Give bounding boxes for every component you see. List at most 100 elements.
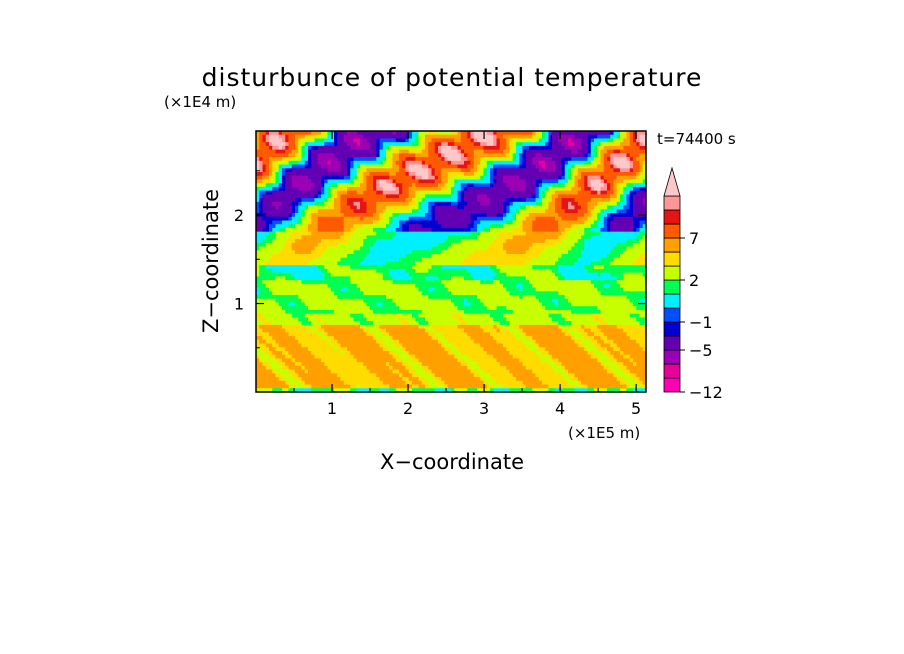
heatmap-cell	[629, 179, 634, 184]
heatmap-cell	[421, 227, 426, 233]
heatmap-cell	[620, 235, 624, 240]
heatmap-cell	[363, 134, 367, 139]
heatmap-cell	[480, 209, 484, 214]
heatmap-cell	[493, 224, 497, 229]
heatmap-cell	[421, 209, 426, 214]
heatmap-cell	[324, 246, 328, 251]
heatmap-cell	[561, 179, 566, 184]
heatmap-cell	[470, 268, 475, 274]
heatmap-cell	[499, 190, 504, 195]
heatmap-cell	[382, 254, 387, 259]
heatmap-cell	[356, 235, 361, 240]
heatmap-cell	[561, 172, 566, 177]
heatmap-cell	[363, 198, 367, 203]
heatmap-cell	[558, 235, 562, 240]
heatmap-cell	[555, 205, 559, 210]
heatmap-cell	[350, 201, 354, 206]
heatmap-cell	[425, 257, 429, 262]
heatmap-cell	[525, 265, 530, 270]
heatmap-cell	[522, 227, 527, 233]
heatmap-cell	[642, 194, 647, 199]
heatmap-cell	[571, 198, 575, 203]
heatmap-cell	[639, 268, 644, 274]
heatmap-cell	[503, 168, 507, 173]
heatmap-cell	[265, 172, 270, 177]
heatmap-cell	[275, 186, 280, 192]
heatmap-cell	[324, 179, 328, 184]
heatmap-cell	[636, 138, 640, 143]
heatmap-cell	[581, 183, 585, 188]
heatmap-cell	[623, 149, 627, 154]
heatmap-cell	[564, 138, 569, 143]
heatmap-cell	[356, 175, 361, 180]
heatmap-cell	[597, 149, 601, 154]
heatmap-cell	[529, 168, 533, 173]
heatmap-cell	[642, 168, 647, 173]
heatmap-cell	[535, 168, 540, 173]
heatmap-cell	[259, 246, 263, 251]
heatmap-cell	[366, 179, 371, 184]
heatmap-cell	[503, 231, 507, 236]
heatmap-cell	[282, 183, 286, 188]
heatmap-cell	[337, 160, 341, 165]
heatmap-cell	[499, 138, 504, 143]
heatmap-cell	[415, 142, 419, 147]
heatmap-cell	[486, 209, 491, 214]
heatmap-cell	[431, 235, 436, 240]
heatmap-cell	[308, 280, 312, 285]
heatmap-cell	[620, 153, 624, 158]
heatmap-cell	[363, 190, 367, 195]
heatmap-cell	[282, 153, 286, 158]
heatmap-cell	[447, 239, 452, 244]
heatmap-cell	[633, 250, 637, 255]
heatmap-cell	[438, 242, 442, 247]
heatmap-cell	[597, 257, 601, 262]
heatmap-cell	[298, 216, 302, 221]
heatmap-cell	[282, 179, 286, 184]
heatmap-cell	[603, 276, 608, 281]
heatmap-cell	[324, 160, 328, 165]
heatmap-cell	[626, 190, 631, 195]
heatmap-cell	[584, 168, 588, 173]
heatmap-cell	[389, 276, 393, 281]
heatmap-cell	[613, 194, 618, 199]
heatmap-cell	[542, 201, 546, 206]
heatmap-cell	[551, 209, 556, 214]
heatmap-cell	[340, 138, 345, 143]
heatmap-cell	[304, 131, 309, 136]
heatmap-cell	[477, 265, 481, 270]
heatmap-cell	[506, 246, 510, 251]
heatmap-cell	[486, 283, 491, 288]
heatmap-cell	[451, 276, 455, 281]
heatmap-cell	[457, 190, 462, 195]
heatmap-cell	[496, 213, 501, 218]
heatmap-cell	[509, 205, 514, 210]
heatmap-cell	[288, 172, 293, 177]
heatmap-cell	[568, 198, 572, 203]
heatmap-cell	[399, 239, 403, 244]
heatmap-cell	[477, 201, 481, 206]
heatmap-cell	[425, 160, 429, 165]
heatmap-cell	[538, 201, 543, 206]
heatmap-cell	[399, 153, 403, 158]
heatmap-cell	[382, 153, 387, 158]
heatmap-cell	[451, 239, 455, 244]
heatmap-cell	[516, 272, 520, 277]
heatmap-cell	[295, 179, 299, 184]
heatmap-cell	[519, 268, 523, 274]
heatmap-cell	[516, 213, 520, 218]
heatmap-cell	[259, 138, 263, 143]
heatmap-cell	[405, 250, 410, 255]
heatmap-cell	[373, 134, 377, 139]
heatmap-cell	[295, 201, 299, 206]
heatmap-cell	[278, 175, 283, 180]
heatmap-cell	[467, 138, 471, 143]
heatmap-cell	[626, 220, 631, 225]
heatmap-cell	[269, 190, 273, 195]
heatmap-cell	[337, 198, 341, 203]
heatmap-cell	[431, 153, 436, 158]
heatmap-cell	[298, 186, 302, 192]
heatmap-cell	[418, 175, 423, 180]
heatmap-cell	[402, 168, 406, 173]
heatmap-cell	[451, 153, 455, 158]
